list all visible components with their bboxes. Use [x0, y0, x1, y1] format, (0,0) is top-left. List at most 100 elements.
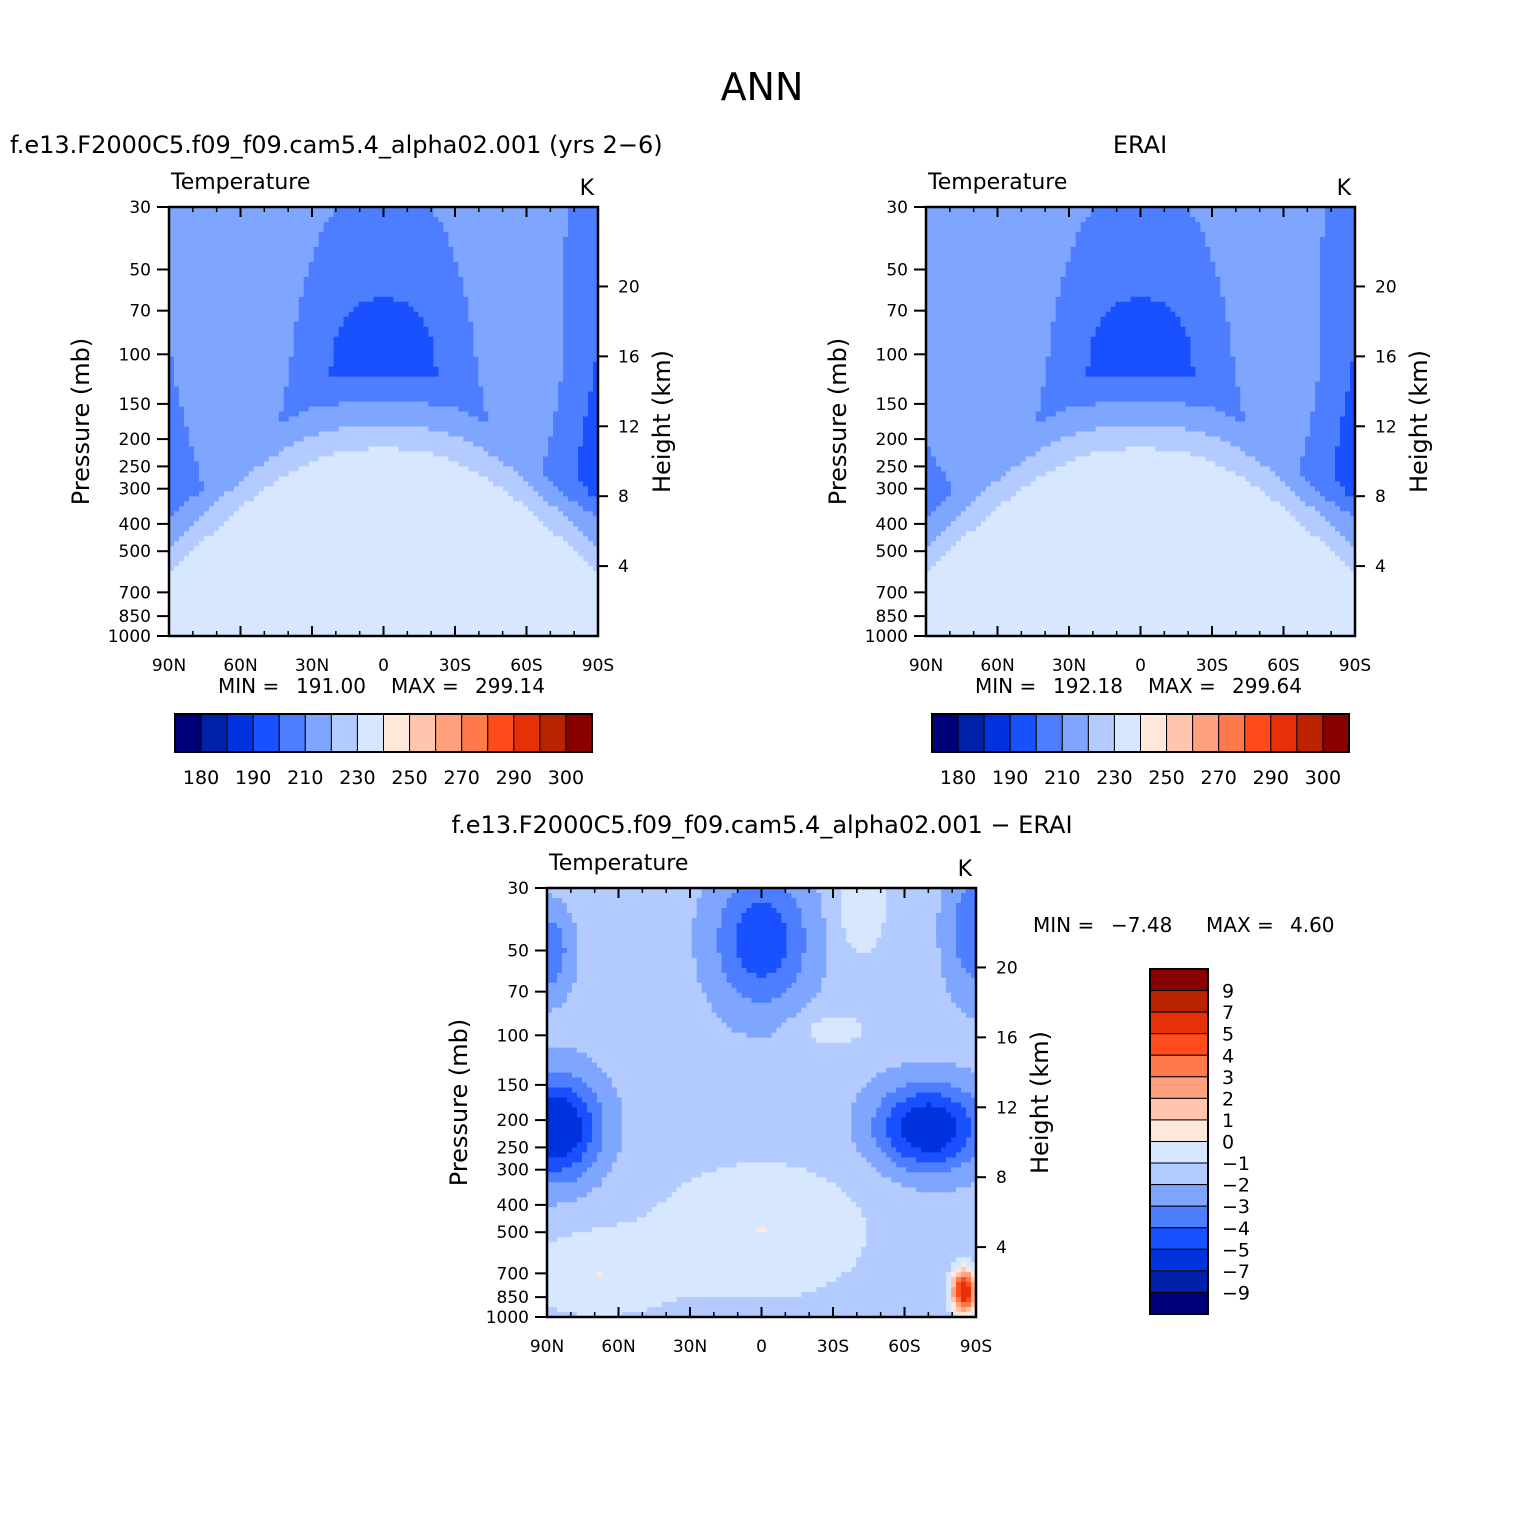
- contour-fill-cell: [926, 416, 1037, 423]
- contour-fill-cell: [971, 1287, 977, 1293]
- contour-fill-cell: [548, 451, 579, 458]
- contour-fill-cell: [886, 888, 942, 894]
- contour-fill-cell: [736, 937, 788, 944]
- contour-fill-cell: [746, 1032, 773, 1039]
- contour-fill-cell: [576, 977, 698, 984]
- contour-fill-cell: [926, 246, 1072, 253]
- contour-fill-cell: [926, 236, 1077, 243]
- contour-fill-cell: [453, 246, 564, 253]
- contour-fill-cell: [433, 361, 479, 368]
- contour-fill-cell: [169, 616, 599, 622]
- contour-fill-cell: [169, 576, 599, 582]
- contour-fill-cell: [169, 541, 175, 547]
- contour-fill-cell: [956, 1307, 962, 1313]
- contour-fill-cell: [523, 476, 549, 482]
- contour-fill-cell: [547, 1147, 573, 1153]
- contour-fill-cell: [328, 371, 439, 378]
- contour-fill-cell: [926, 486, 952, 492]
- contour-fill-cell: [1280, 476, 1306, 482]
- contour-fill-cell: [343, 316, 424, 323]
- contour-fill-cell: [891, 1137, 907, 1144]
- contour-fill-cell: [1225, 411, 1246, 418]
- contour-fill-cell: [930, 566, 1351, 572]
- contour-fill-cell: [547, 1057, 593, 1064]
- contour-fill-cell: [896, 1102, 927, 1109]
- contour-fill-cell: [926, 581, 1356, 587]
- contour-fill-cell: [1235, 371, 1321, 378]
- contour-fill-cell: [1320, 511, 1351, 517]
- contour-fill-cell: [283, 446, 370, 453]
- contour-fill-cell: [558, 486, 589, 492]
- contour-fill-cell: [1310, 426, 1341, 433]
- contour-fill-cell: [936, 932, 957, 939]
- obs-colorbar-label: 300: [1305, 767, 1341, 789]
- contour-fill-cell: [547, 952, 563, 959]
- contour-fill-cell: [1245, 451, 1306, 458]
- contour-fill-cell: [751, 902, 773, 909]
- contour-fill-cell: [956, 1132, 972, 1139]
- contour-fill-cell: [841, 892, 887, 899]
- contour-fill-cell: [960, 536, 1321, 542]
- contour-fill-cell: [821, 987, 947, 994]
- contour-fill-cell: [961, 1282, 967, 1288]
- contour-fill-cell: [926, 576, 1356, 582]
- contour-fill-cell: [169, 501, 185, 507]
- contour-fill-cell: [971, 1297, 977, 1303]
- contour-fill-cell: [866, 1222, 977, 1228]
- contour-fill-cell: [926, 511, 932, 517]
- diff-colorbar-label: −5: [1222, 1239, 1250, 1261]
- contour-fill-cell: [483, 446, 549, 453]
- contour-fill-cell: [1345, 396, 1356, 403]
- contour-fill-cell: [428, 401, 484, 408]
- contour-fill-cell: [588, 491, 599, 497]
- contour-fill-cell: [930, 451, 1037, 458]
- contour-fill-cell: [423, 321, 474, 328]
- diff-y-tick-label: 850: [497, 1288, 529, 1308]
- contour-fill-cell: [1315, 386, 1351, 393]
- contour-fill-cell: [169, 546, 195, 552]
- contour-fill-cell: [583, 416, 599, 423]
- diff-colorbar-swatch: [1149, 1184, 1209, 1207]
- contour-fill-cell: [547, 1152, 568, 1158]
- contour-fill-cell: [263, 486, 504, 492]
- contour-fill-cell: [288, 416, 479, 423]
- obs-y-tick-label: 1000: [865, 627, 908, 647]
- contour-fill-cell: [1090, 336, 1191, 343]
- contour-fill-cell: [1000, 501, 1281, 507]
- contour-fill-cell: [169, 556, 185, 562]
- contour-fill-cell: [169, 286, 305, 293]
- contour-fill-cell: [985, 486, 1022, 492]
- contour-fill-cell: [926, 241, 1077, 248]
- contour-fill-cell: [468, 316, 564, 323]
- contour-fill-cell: [601, 1127, 623, 1134]
- contour-fill-cell: [558, 381, 594, 388]
- contour-fill-cell: [950, 486, 987, 492]
- contour-fill-cell: [801, 917, 827, 924]
- contour-fill-cell: [556, 1307, 648, 1313]
- contour-fill-cell: [1045, 381, 1236, 388]
- model-colorbar-label: 270: [444, 767, 480, 789]
- contour-fill-cell: [1150, 296, 1226, 303]
- contour-fill-cell: [433, 346, 474, 353]
- contour-fill-cell: [876, 1072, 977, 1079]
- contour-fill-cell: [1060, 286, 1221, 293]
- contour-fill-cell: [971, 1067, 977, 1074]
- contour-fill-cell: [926, 506, 937, 512]
- contour-fill-cell: [548, 526, 579, 532]
- obs-colorbar-swatch: [1061, 713, 1089, 753]
- contour-fill-cell: [821, 912, 842, 919]
- contour-fill-cell: [926, 346, 1052, 353]
- contour-fill-cell: [901, 1117, 957, 1124]
- diff-y-tick-label: 300: [497, 1161, 529, 1181]
- contour-fill-cell: [203, 511, 235, 517]
- contour-fill-cell: [169, 506, 180, 512]
- contour-fill-cell: [1100, 316, 1181, 323]
- contour-fill-cell: [971, 1157, 977, 1163]
- contour-fill-cell: [543, 521, 574, 527]
- model-height-tick-label: 20: [618, 277, 640, 297]
- contour-fill-cell: [1030, 481, 1251, 487]
- obs-colorbar-swatch: [1296, 713, 1324, 753]
- contour-fill-cell: [926, 466, 942, 472]
- contour-fill-cell: [233, 486, 265, 492]
